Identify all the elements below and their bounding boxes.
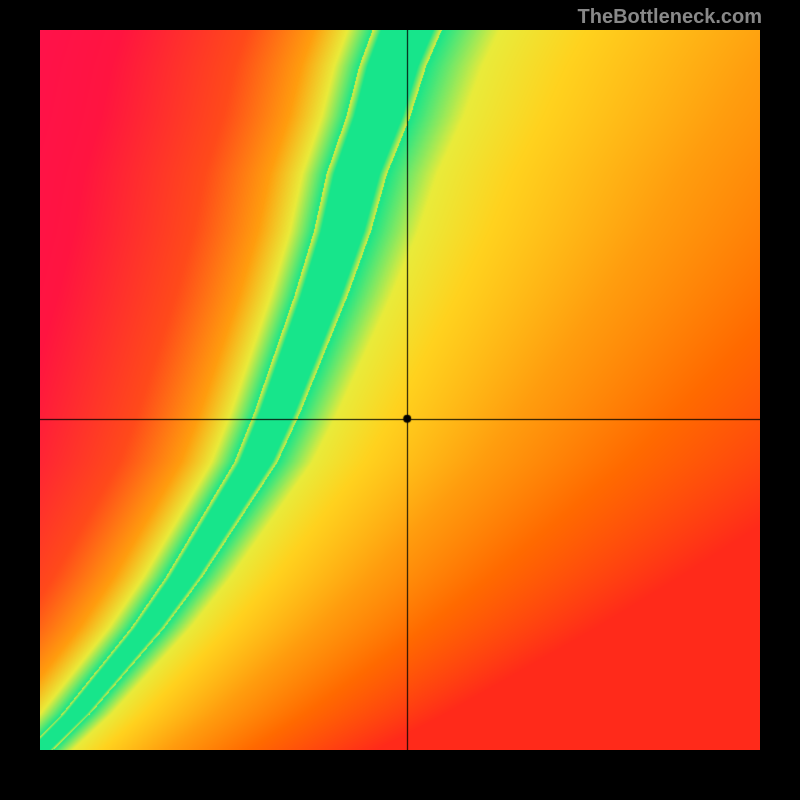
chart-container: TheBottleneck.com: [0, 0, 800, 800]
heatmap-canvas: [40, 30, 760, 750]
heatmap-plot: [40, 30, 760, 750]
watermark-text: TheBottleneck.com: [578, 6, 762, 29]
